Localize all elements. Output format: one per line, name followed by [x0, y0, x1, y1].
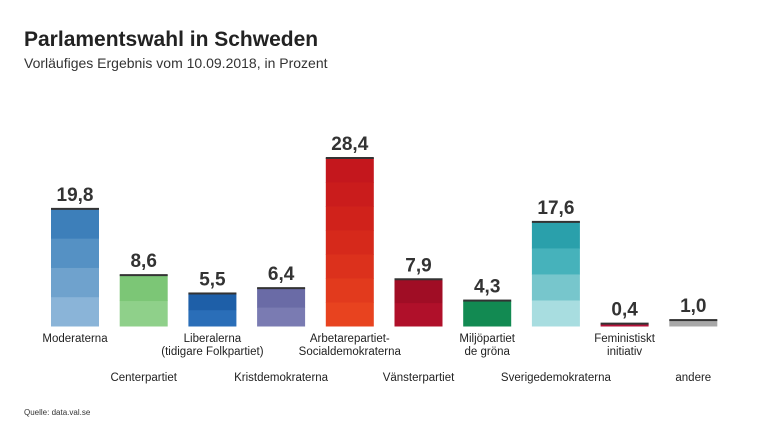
bar-segment: [325, 278, 374, 303]
value-label-kristdemokraterna: 6,4: [268, 264, 295, 285]
bar-segment: [394, 279, 443, 304]
bar-segment: [51, 238, 99, 268]
category-label-moderaterna: Moderaterna: [42, 333, 108, 345]
bar-segment: [325, 254, 374, 279]
bar-top-line: [463, 299, 512, 302]
bar-top-line: [600, 322, 649, 325]
bar-top-line: [325, 157, 374, 159]
value-label-miljopartiet: 4,3: [474, 277, 500, 298]
category-label-socialdemokraterna: Arbetarepartiet-Socialdemokraterna: [299, 333, 402, 358]
value-label-sverigedemokraterna: 17,6: [537, 198, 574, 219]
bar-segment: [600, 323, 649, 327]
bar-segment: [51, 208, 99, 239]
bar-socialdemokraterna: [325, 157, 374, 327]
value-label-centerpartiet: 8,6: [130, 251, 156, 272]
bar-liberalerna: [188, 292, 237, 327]
bar-segment: [463, 300, 512, 327]
category-label-kristdemokraterna: Kristdemokraterna: [234, 372, 329, 384]
bar-andere: [669, 319, 718, 327]
category-label-miljopartiet: Miljöpartiet de gröna: [459, 333, 515, 358]
category-label-feministiskt-initiativ: Feministiskt initiativ: [594, 333, 656, 358]
bar-segment: [188, 309, 237, 327]
bar-kristdemokraterna: [257, 287, 306, 327]
bar-segment: [531, 247, 580, 275]
bar-segment: [119, 275, 168, 302]
bar-segment: [188, 293, 237, 311]
bar-segment: [51, 267, 99, 298]
chart-title: Parlamentswahl in Schweden: [24, 28, 319, 51]
bar-feministiskt-initiativ: [600, 322, 649, 327]
bar-segment: [325, 206, 374, 231]
category-label-liberalerna: Liberalerna (tidigare Folkpartiet): [161, 333, 263, 358]
value-label-liberalerna: 5,5: [199, 269, 226, 290]
chart-subtitle: Vorläufiges Ergebnis vom 10.09.2018, in …: [24, 55, 328, 71]
category-label-sverigedemokraterna: Sverigedemokraterna: [501, 372, 612, 384]
bar-top-line: [257, 287, 306, 290]
bar-segment: [325, 302, 374, 327]
bar-segment: [257, 307, 306, 327]
value-label-socialdemokraterna: 28,4: [331, 134, 368, 155]
bar-top-line: [119, 274, 168, 277]
bar-segment: [325, 182, 374, 207]
bar-segment: [325, 158, 374, 183]
bar-segment: [119, 300, 168, 327]
bar-top-line: [394, 278, 443, 281]
bar-top-line: [188, 292, 237, 295]
bar-top-line: [669, 319, 718, 322]
category-label-andere: andere: [675, 372, 711, 384]
bar-moderaterna: [51, 207, 99, 327]
bar-sverigedemokraterna: [531, 220, 580, 327]
bar-miljopartiet: [463, 299, 512, 327]
value-label-vansterpartiet: 7,9: [405, 255, 431, 276]
bar-segment: [531, 221, 580, 249]
bar-segment: [531, 273, 580, 301]
bar-vansterpartiet: [394, 278, 443, 327]
bar-segment: [257, 288, 306, 308]
value-label-moderaterna: 19,8: [57, 185, 94, 206]
source-note: Quelle: data.val.se: [24, 408, 91, 417]
bar-segment: [669, 320, 718, 327]
bar-segment: [325, 230, 374, 255]
bar-top-line: [51, 207, 99, 210]
value-label-andere: 1,0: [680, 296, 706, 317]
bar-segment: [394, 302, 443, 327]
bar-segment: [51, 296, 99, 327]
bar-centerpartiet: [119, 274, 168, 327]
bar-top-line: [531, 220, 580, 223]
category-label-centerpartiet: Centerpartiet: [110, 372, 177, 384]
category-label-vansterpartiet: Vänsterpartiet: [383, 372, 455, 384]
value-label-feministiskt-initiativ: 0,4: [611, 300, 638, 321]
bar-segment: [531, 299, 580, 327]
